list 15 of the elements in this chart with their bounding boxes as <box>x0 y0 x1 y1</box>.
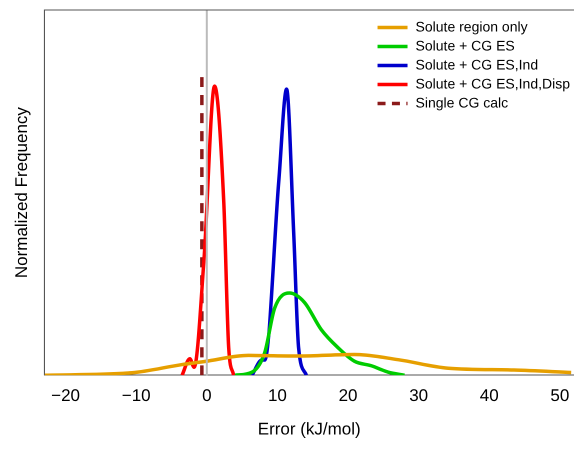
x-tick-label: 20 <box>338 386 358 406</box>
legend-label: Solute + CG ES,Ind <box>416 56 538 72</box>
y-axis-title: Normalized Frequency <box>12 106 31 278</box>
x-axis-title: Error (kJ/mol) <box>258 419 361 438</box>
x-tick-label: −20 <box>51 386 80 406</box>
legend-label: Solute + CG ES,Ind,Disp <box>416 75 570 92</box>
x-tick-label: −10 <box>122 386 151 406</box>
legend-label: Solute + CG ES <box>416 37 515 54</box>
x-tick-label: 40 <box>480 386 499 406</box>
x-tick-label: 50 <box>550 386 570 406</box>
x-tick-label: 10 <box>268 386 287 406</box>
x-tick-label: 30 <box>409 386 428 406</box>
x-tick-label: 0 <box>202 386 212 406</box>
legend-label: Single CG calc <box>416 94 508 110</box>
legend-label: Solute region only <box>416 18 528 34</box>
